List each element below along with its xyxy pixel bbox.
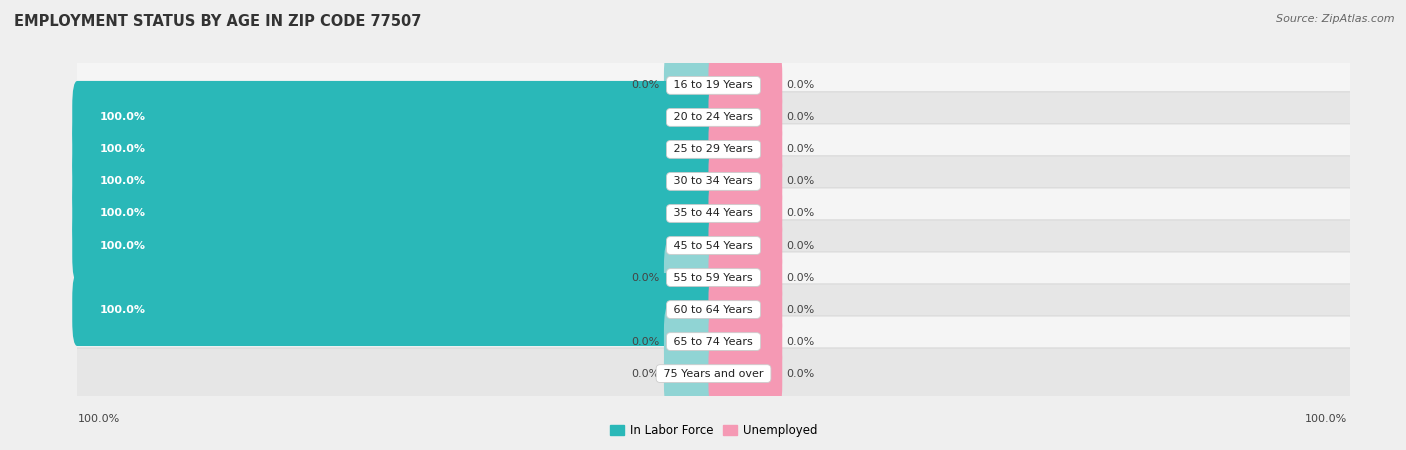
Text: 0.0%: 0.0% bbox=[631, 369, 659, 378]
FancyBboxPatch shape bbox=[76, 316, 1351, 367]
Text: 100.0%: 100.0% bbox=[100, 176, 146, 186]
FancyBboxPatch shape bbox=[709, 113, 782, 186]
FancyBboxPatch shape bbox=[709, 273, 782, 346]
FancyBboxPatch shape bbox=[664, 305, 718, 378]
Text: 0.0%: 0.0% bbox=[787, 81, 815, 90]
Text: 0.0%: 0.0% bbox=[787, 176, 815, 186]
Text: 0.0%: 0.0% bbox=[787, 112, 815, 122]
Text: 0.0%: 0.0% bbox=[787, 305, 815, 315]
Text: 0.0%: 0.0% bbox=[787, 369, 815, 378]
FancyBboxPatch shape bbox=[76, 188, 1351, 239]
FancyBboxPatch shape bbox=[72, 145, 718, 218]
Text: 65 to 74 Years: 65 to 74 Years bbox=[671, 337, 756, 347]
Legend: In Labor Force, Unemployed: In Labor Force, Unemployed bbox=[605, 419, 823, 442]
FancyBboxPatch shape bbox=[76, 220, 1351, 271]
FancyBboxPatch shape bbox=[76, 92, 1351, 143]
FancyBboxPatch shape bbox=[709, 305, 782, 378]
FancyBboxPatch shape bbox=[709, 49, 782, 122]
FancyBboxPatch shape bbox=[709, 209, 782, 282]
FancyBboxPatch shape bbox=[76, 156, 1351, 207]
FancyBboxPatch shape bbox=[664, 337, 718, 410]
FancyBboxPatch shape bbox=[709, 241, 782, 314]
Text: 55 to 59 Years: 55 to 59 Years bbox=[671, 273, 756, 283]
Text: 20 to 24 Years: 20 to 24 Years bbox=[671, 112, 756, 122]
FancyBboxPatch shape bbox=[72, 113, 718, 186]
Text: 100.0%: 100.0% bbox=[100, 144, 146, 154]
FancyBboxPatch shape bbox=[76, 284, 1351, 335]
FancyBboxPatch shape bbox=[72, 81, 718, 154]
Text: 100.0%: 100.0% bbox=[100, 208, 146, 219]
FancyBboxPatch shape bbox=[709, 337, 782, 410]
FancyBboxPatch shape bbox=[72, 177, 718, 250]
Text: 60 to 64 Years: 60 to 64 Years bbox=[671, 305, 756, 315]
Text: 0.0%: 0.0% bbox=[787, 240, 815, 251]
Text: 0.0%: 0.0% bbox=[787, 273, 815, 283]
Text: 0.0%: 0.0% bbox=[787, 208, 815, 219]
FancyBboxPatch shape bbox=[76, 60, 1351, 111]
Text: 0.0%: 0.0% bbox=[787, 337, 815, 347]
Text: 0.0%: 0.0% bbox=[631, 81, 659, 90]
Text: 100.0%: 100.0% bbox=[100, 112, 146, 122]
Text: 35 to 44 Years: 35 to 44 Years bbox=[671, 208, 756, 219]
FancyBboxPatch shape bbox=[76, 252, 1351, 303]
FancyBboxPatch shape bbox=[664, 49, 718, 122]
Text: Source: ZipAtlas.com: Source: ZipAtlas.com bbox=[1277, 14, 1395, 23]
FancyBboxPatch shape bbox=[709, 145, 782, 218]
Text: 30 to 34 Years: 30 to 34 Years bbox=[671, 176, 756, 186]
Text: 16 to 19 Years: 16 to 19 Years bbox=[671, 81, 756, 90]
Text: 100.0%: 100.0% bbox=[100, 240, 146, 251]
FancyBboxPatch shape bbox=[709, 81, 782, 154]
Text: 0.0%: 0.0% bbox=[631, 273, 659, 283]
Text: 100.0%: 100.0% bbox=[77, 414, 120, 423]
FancyBboxPatch shape bbox=[664, 241, 718, 314]
Text: 100.0%: 100.0% bbox=[1305, 414, 1347, 423]
Text: 75 Years and over: 75 Years and over bbox=[659, 369, 768, 378]
Text: 0.0%: 0.0% bbox=[787, 144, 815, 154]
Text: 0.0%: 0.0% bbox=[631, 337, 659, 347]
FancyBboxPatch shape bbox=[72, 273, 718, 346]
FancyBboxPatch shape bbox=[72, 209, 718, 282]
Text: EMPLOYMENT STATUS BY AGE IN ZIP CODE 77507: EMPLOYMENT STATUS BY AGE IN ZIP CODE 775… bbox=[14, 14, 422, 28]
Text: 45 to 54 Years: 45 to 54 Years bbox=[671, 240, 756, 251]
FancyBboxPatch shape bbox=[76, 124, 1351, 175]
Text: 25 to 29 Years: 25 to 29 Years bbox=[671, 144, 756, 154]
Text: 100.0%: 100.0% bbox=[100, 305, 146, 315]
FancyBboxPatch shape bbox=[709, 177, 782, 250]
FancyBboxPatch shape bbox=[76, 348, 1351, 399]
